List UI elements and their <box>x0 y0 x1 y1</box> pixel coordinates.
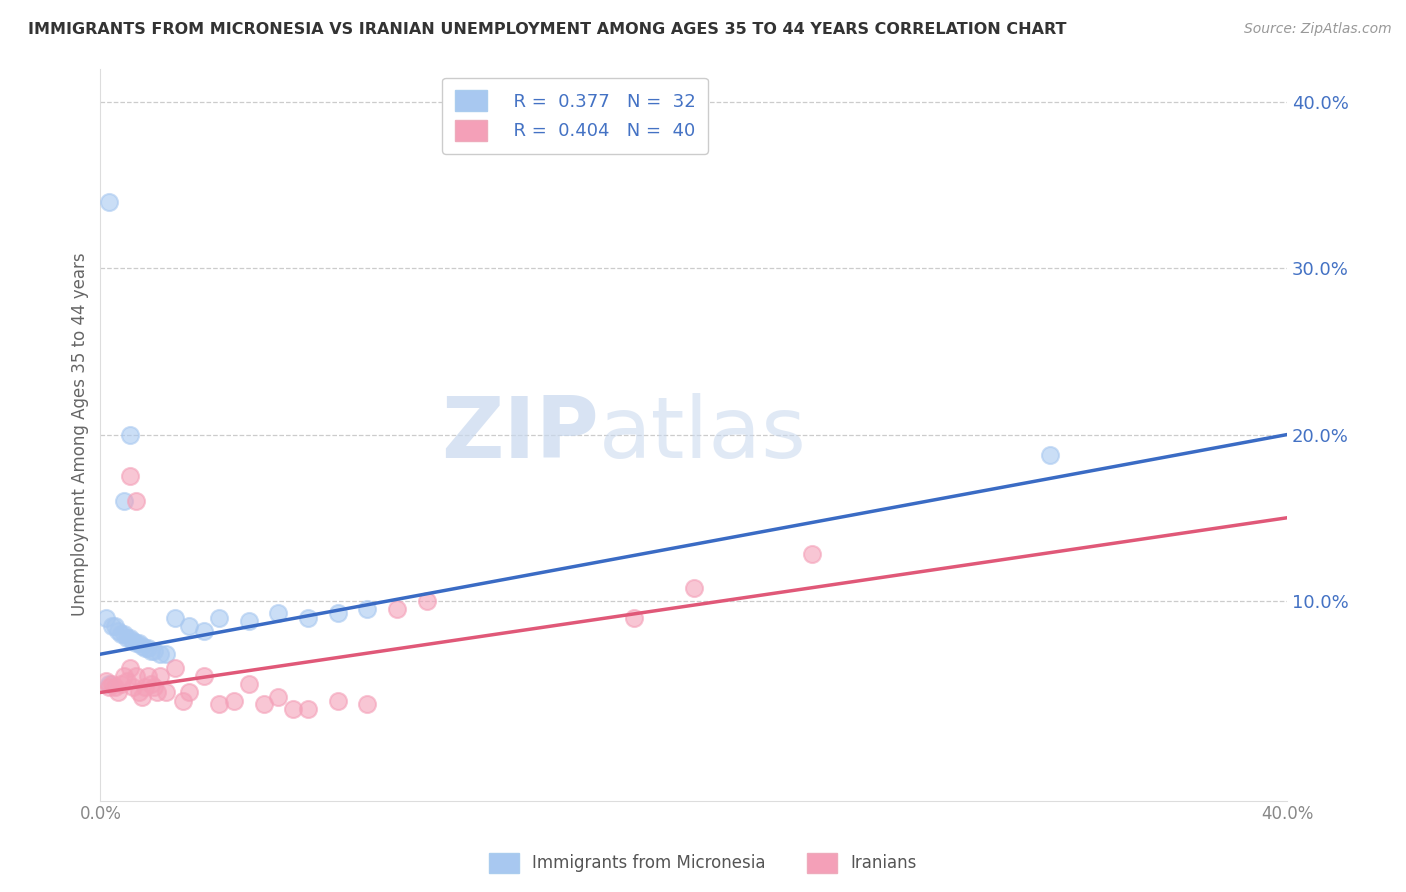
Point <box>107 624 129 638</box>
Point <box>110 627 132 641</box>
Point <box>118 660 141 674</box>
Point <box>283 702 305 716</box>
Point <box>125 494 148 508</box>
Point <box>136 640 159 655</box>
Point <box>104 619 127 633</box>
Point <box>297 610 319 624</box>
Point <box>1039 448 1062 462</box>
Point <box>134 681 156 695</box>
Point <box>623 610 645 624</box>
Point <box>238 677 260 691</box>
Point <box>385 602 408 616</box>
Text: IMMIGRANTS FROM MICRONESIA VS IRANIAN UNEMPLOYMENT AMONG AGES 35 TO 44 YEARS COR: IMMIGRANTS FROM MICRONESIA VS IRANIAN UN… <box>28 22 1067 37</box>
Point <box>112 494 135 508</box>
Text: atlas: atlas <box>599 393 807 476</box>
Point <box>267 690 290 705</box>
Point <box>136 669 159 683</box>
Point <box>179 685 201 699</box>
Y-axis label: Unemployment Among Ages 35 to 44 years: Unemployment Among Ages 35 to 44 years <box>72 252 89 616</box>
Point <box>107 685 129 699</box>
Point <box>415 594 437 608</box>
Point <box>145 685 167 699</box>
Point <box>155 685 177 699</box>
Point <box>172 694 194 708</box>
Point <box>179 619 201 633</box>
Point <box>118 631 141 645</box>
Point <box>252 697 274 711</box>
Point <box>112 669 135 683</box>
Point <box>208 610 231 624</box>
Point <box>149 669 172 683</box>
Point <box>118 427 141 442</box>
Legend:   R =  0.377   N =  32,   R =  0.404   N =  40: R = 0.377 N = 32, R = 0.404 N = 40 <box>441 78 709 153</box>
Point <box>208 697 231 711</box>
Point <box>193 624 215 638</box>
Point <box>163 610 186 624</box>
Point <box>101 619 124 633</box>
Point <box>356 602 378 616</box>
Point <box>139 677 162 691</box>
Point <box>125 669 148 683</box>
Point <box>122 681 145 695</box>
Point <box>222 694 245 708</box>
Point <box>131 639 153 653</box>
Point <box>134 640 156 655</box>
Point <box>115 673 138 688</box>
Point <box>115 631 138 645</box>
Point <box>356 697 378 711</box>
Point <box>98 681 121 695</box>
Point <box>125 635 148 649</box>
Point <box>96 610 118 624</box>
Point <box>238 614 260 628</box>
Point <box>326 694 349 708</box>
Point <box>193 669 215 683</box>
Legend: Immigrants from Micronesia, Iranians: Immigrants from Micronesia, Iranians <box>482 847 924 880</box>
Point <box>326 606 349 620</box>
Point <box>98 677 121 691</box>
Point <box>118 469 141 483</box>
Point <box>142 644 165 658</box>
Point <box>104 681 127 695</box>
Point <box>112 627 135 641</box>
Point <box>101 677 124 691</box>
Point <box>128 685 150 699</box>
Text: ZIP: ZIP <box>441 393 599 476</box>
Point <box>155 647 177 661</box>
Point <box>131 690 153 705</box>
Point <box>267 606 290 620</box>
Point <box>142 681 165 695</box>
Point <box>98 194 121 209</box>
Text: Source: ZipAtlas.com: Source: ZipAtlas.com <box>1244 22 1392 37</box>
Point <box>96 673 118 688</box>
Point <box>801 547 824 561</box>
Point <box>682 581 704 595</box>
Point <box>128 635 150 649</box>
Point <box>122 633 145 648</box>
Point <box>110 677 132 691</box>
Point <box>139 644 162 658</box>
Point <box>149 647 172 661</box>
Point <box>163 660 186 674</box>
Point <box>297 702 319 716</box>
